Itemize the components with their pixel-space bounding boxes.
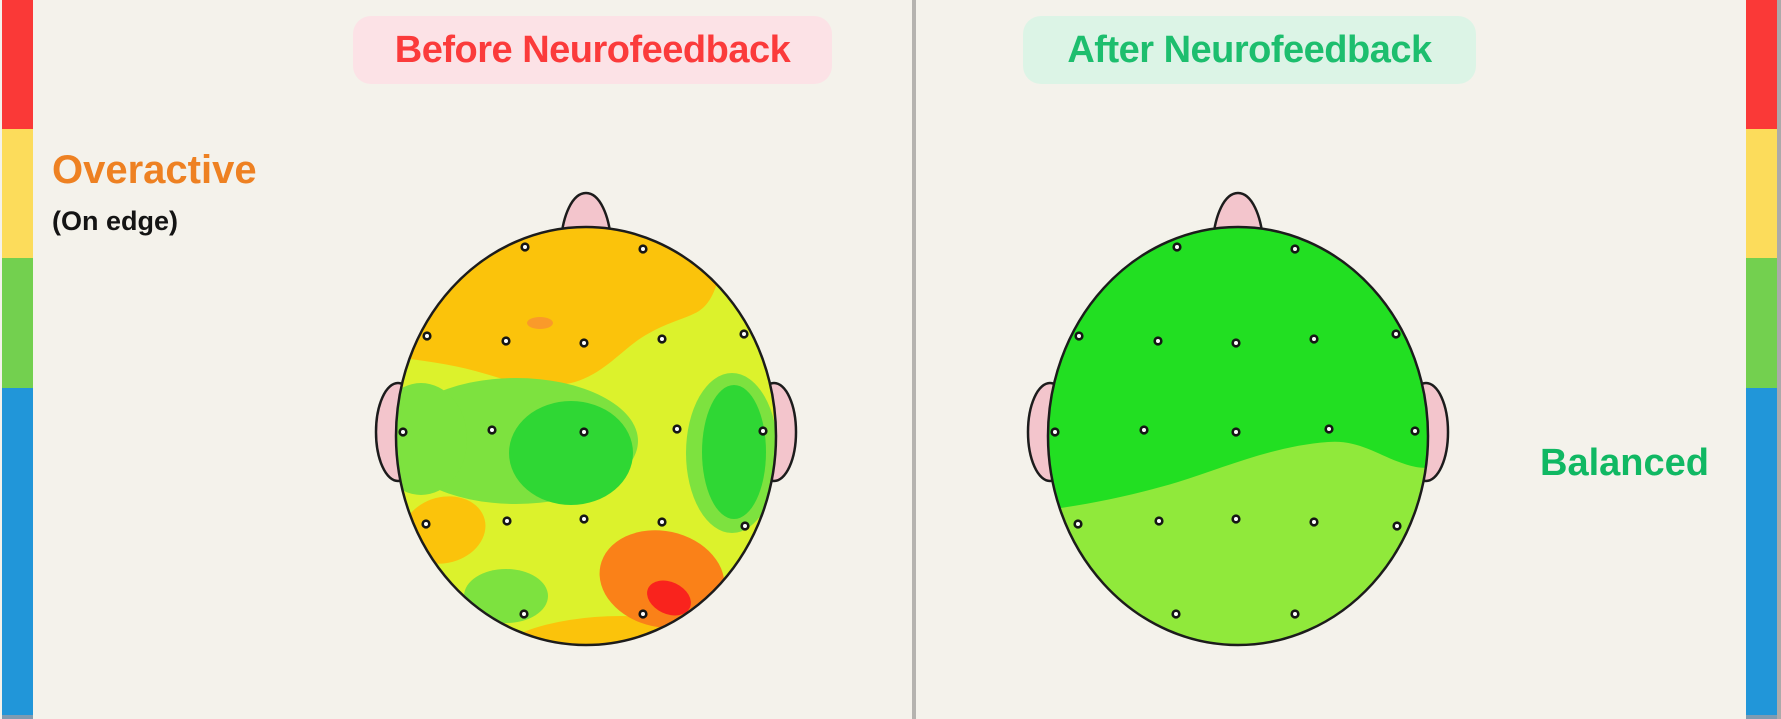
topo-region-brightgreen-right xyxy=(702,385,766,519)
electrode xyxy=(657,334,667,344)
electrode xyxy=(579,427,589,437)
electrode xyxy=(672,424,682,434)
electrode xyxy=(421,519,431,529)
scale-segment-yellow xyxy=(1746,129,1777,258)
electrode xyxy=(501,336,511,346)
intensity-scale-left xyxy=(2,0,33,719)
topo-region-amber-frontal xyxy=(396,227,722,386)
scale-segment-yellow xyxy=(2,129,33,258)
scale-segment-blue xyxy=(2,388,33,715)
electrode xyxy=(1309,517,1319,527)
electrode xyxy=(1231,338,1241,348)
panel-divider xyxy=(912,0,916,719)
before-title: Before Neurofeedback xyxy=(394,28,791,71)
electrode xyxy=(1154,516,1164,526)
electrode xyxy=(1171,609,1181,619)
topo-region-orange-frontal-spot xyxy=(527,317,553,329)
electrode xyxy=(520,242,530,252)
scale-segment-red xyxy=(2,0,33,129)
head-outline xyxy=(394,225,778,647)
electrode xyxy=(758,426,768,436)
before-title-badge: Before Neurofeedback xyxy=(353,16,832,84)
electrode xyxy=(519,609,529,619)
electrode xyxy=(638,244,648,254)
electrode xyxy=(638,609,648,619)
screen-edge-strip xyxy=(1777,0,1781,719)
scale-segment-blue xyxy=(1746,388,1777,715)
topo-region-orange-right-occipital xyxy=(599,530,725,628)
electrode xyxy=(1139,425,1149,435)
electrode xyxy=(1410,426,1420,436)
electrode xyxy=(1392,521,1402,531)
electrode xyxy=(740,521,750,531)
scale-segment-footer-sliver xyxy=(1746,715,1777,719)
scale-segment-footer-sliver xyxy=(2,715,33,719)
scale-segment-green xyxy=(2,258,33,388)
topo-region-midgreen-occipital xyxy=(464,569,548,623)
electrode xyxy=(1290,244,1300,254)
overactive-label: Overactive xyxy=(52,148,257,192)
electrode xyxy=(579,514,589,524)
electrode xyxy=(739,329,749,339)
balanced-label: Balanced xyxy=(1540,442,1709,484)
topo-region-brightgreen-central xyxy=(509,401,633,505)
on-edge-label: (On edge) xyxy=(52,206,178,236)
scale-segment-red xyxy=(1746,0,1777,129)
electrode xyxy=(657,517,667,527)
electrode xyxy=(1172,242,1182,252)
electrode xyxy=(422,331,432,341)
electrode xyxy=(1074,331,1084,341)
topo-region-red-hotspot xyxy=(647,580,691,616)
electrode xyxy=(502,516,512,526)
electrode xyxy=(1290,609,1300,619)
electrode xyxy=(1391,329,1401,339)
electrode xyxy=(487,425,497,435)
after-head-map xyxy=(1026,191,1450,647)
electrode-grid xyxy=(398,242,768,619)
electrode xyxy=(1050,427,1060,437)
scale-segment-green xyxy=(1746,258,1777,388)
before-head-map xyxy=(374,191,798,647)
electrode xyxy=(1324,424,1334,434)
electrode xyxy=(1073,519,1083,529)
electrode xyxy=(1309,334,1319,344)
electrode-grid xyxy=(1050,242,1420,619)
electrode xyxy=(579,338,589,348)
intensity-scale-right xyxy=(1746,0,1777,719)
electrode xyxy=(1231,427,1241,437)
electrode xyxy=(398,427,408,437)
after-title-badge: After Neurofeedback xyxy=(1023,16,1476,84)
after-title: After Neurofeedback xyxy=(1067,28,1432,71)
electrode xyxy=(1153,336,1163,346)
electrode xyxy=(1231,514,1241,524)
head-outline xyxy=(1046,225,1430,647)
